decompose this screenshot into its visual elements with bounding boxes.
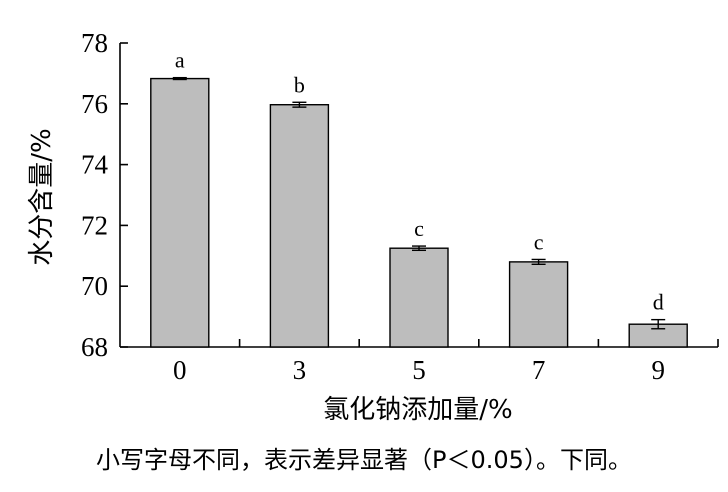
y-tick-label: 74 xyxy=(81,150,109,180)
x-tick-label: 0 xyxy=(173,355,187,385)
significance-letter: a xyxy=(175,48,185,73)
significance-letter: c xyxy=(414,216,424,241)
bar xyxy=(269,104,330,348)
y-tick-label: 78 xyxy=(81,28,108,58)
bar xyxy=(508,261,569,348)
significance-letter: d xyxy=(653,290,664,315)
y-axis-title: 水分含量/% xyxy=(27,128,57,265)
y-axis: 68 70 72 74 76 78 xyxy=(81,28,128,362)
bar xyxy=(150,77,210,348)
significance-letter: b xyxy=(294,72,305,97)
x-tick-label: 9 xyxy=(651,355,665,385)
figure-caption: 小写字母不同，表示差异显著（P＜0.05）。下同。 xyxy=(96,446,632,474)
significance-letter: c xyxy=(534,229,544,254)
x-tick-label: 5 xyxy=(412,355,426,385)
bar-chart: 68 70 72 74 76 78 a 0 b 3 c 5 c 7 d 9 水分含量/% 氯化钠添加量/% xyxy=(27,28,719,425)
y-tick-label: 76 xyxy=(81,89,108,119)
x-tick-label: 3 xyxy=(293,355,307,385)
y-tick-label: 72 xyxy=(81,210,108,240)
bars: a 0 b 3 c 5 c 7 d 9 xyxy=(150,48,688,385)
bar xyxy=(389,247,449,348)
y-tick-label: 70 xyxy=(81,271,108,301)
x-tick-label: 7 xyxy=(532,355,546,385)
x-axis-title: 氯化钠添加量/% xyxy=(323,395,512,425)
y-tick-label: 68 xyxy=(81,332,108,362)
